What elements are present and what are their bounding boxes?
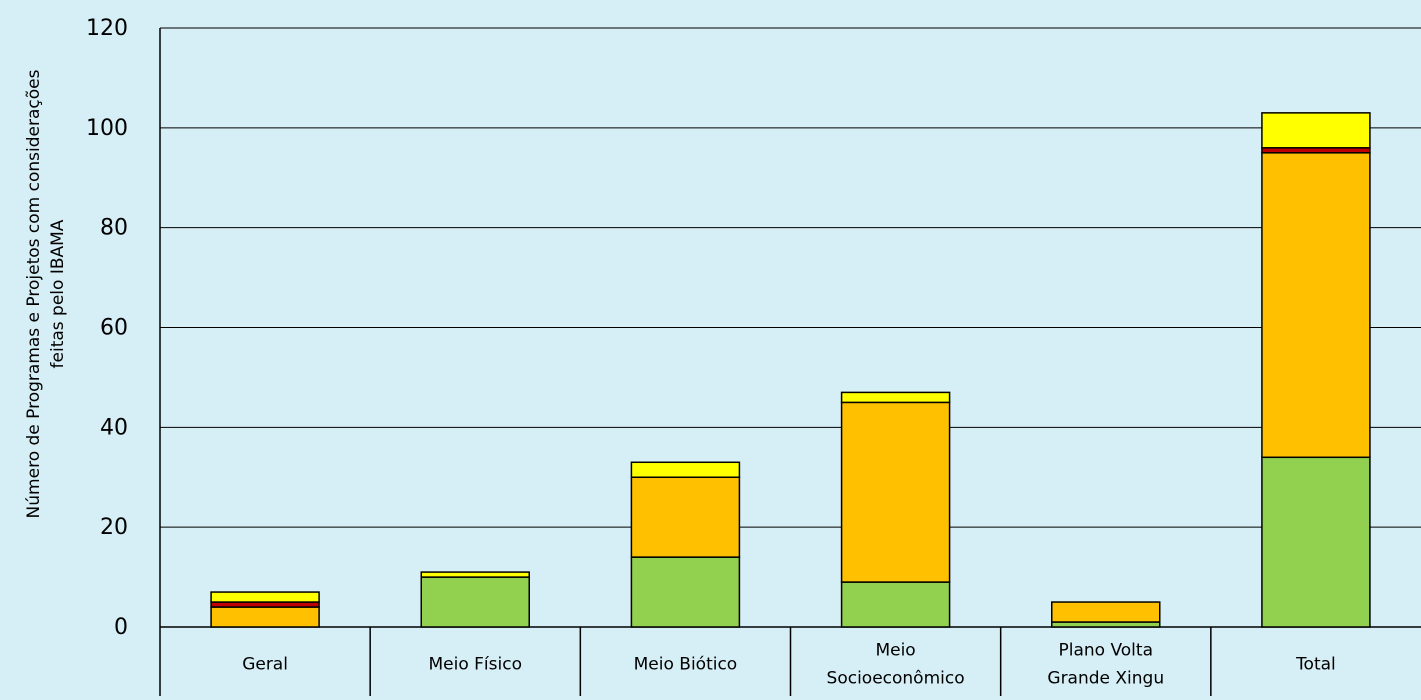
- grid-lines: [160, 27, 1421, 528]
- y-tick-label: 60: [100, 316, 128, 341]
- x-category-label: Geral: [242, 655, 288, 675]
- bar-segment: [1051, 601, 1161, 623]
- x-category-label: Total: [1295, 655, 1336, 675]
- x-category-label: Plano Volta: [1059, 641, 1154, 661]
- bars: [210, 112, 1371, 628]
- y-tick-label: 0: [114, 615, 128, 640]
- bar-segment: [840, 401, 951, 583]
- bar-segment: [630, 476, 741, 558]
- y-axis-title-line: feitas pelo IBAMA: [48, 219, 68, 368]
- y-tick-label: 40: [100, 415, 128, 440]
- bar-segment: [1261, 112, 1371, 149]
- x-category-label: Meio Biótico: [634, 655, 738, 675]
- y-tick-label: 80: [100, 216, 128, 241]
- bar-segment: [420, 571, 530, 578]
- bar-segment: [1261, 152, 1371, 459]
- x-category-label: Meio: [875, 641, 915, 661]
- x-category-label: Meio Físico: [429, 655, 522, 675]
- bar-segment: [840, 391, 951, 404]
- bar-segment: [420, 576, 530, 628]
- bar-segment: [630, 556, 741, 628]
- bar-segment: [630, 461, 741, 478]
- category-table: Geral Meio Físico Meio Biótico Meio Socioeco…: [242, 627, 1336, 696]
- y-axis-title: Número de Programas e Projetos com consi…: [24, 69, 68, 518]
- bar-segment: [210, 591, 320, 603]
- y-tick-label: 120: [86, 16, 128, 41]
- y-axis-title-line: Número de Programas e Projetos com consi…: [24, 69, 44, 518]
- bar-segment: [1261, 456, 1371, 628]
- bar-segment: [210, 606, 320, 628]
- y-tick-label: 20: [100, 515, 128, 540]
- y-axis-label: Número de Programas e Projetos com consi…: [24, 69, 68, 518]
- y-tick-labels: 0 20 40 60 80 100 120: [86, 16, 128, 640]
- y-tick-label: 100: [86, 116, 128, 141]
- x-category-label: Socioeconômico: [827, 669, 965, 689]
- bar-segment: [840, 581, 951, 628]
- x-category-label: Grande Xingu: [1047, 669, 1164, 689]
